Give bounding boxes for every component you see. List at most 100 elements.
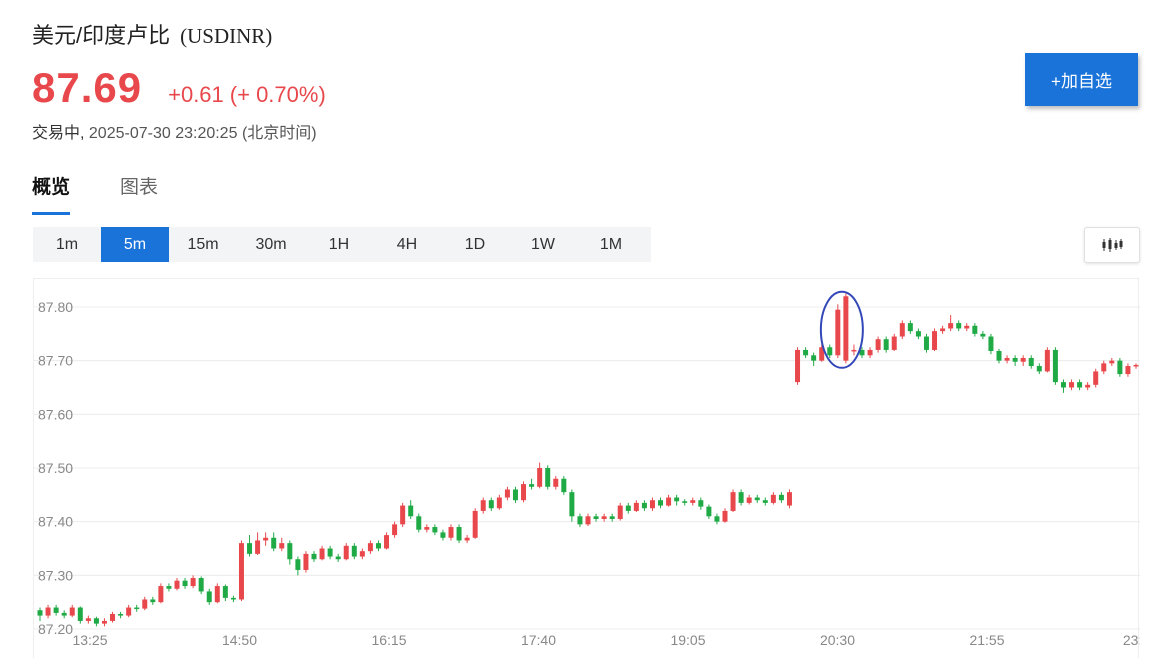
- candle-body: [932, 331, 938, 350]
- candle: [359, 548, 365, 560]
- candlestick-chart[interactable]: 87.80 87.70 87.60 87.50 87.40 87.30 87.20 13:2…: [34, 279, 1140, 659]
- candle-body: [682, 501, 688, 503]
- candle-body: [230, 597, 236, 600]
- candle: [1060, 379, 1066, 393]
- candle-body: [110, 613, 116, 621]
- candle-body: [335, 556, 341, 560]
- candle-body: [1036, 366, 1042, 372]
- candle: [980, 331, 986, 340]
- candle: [448, 524, 454, 541]
- candle: [488, 497, 494, 511]
- candle-body: [255, 540, 261, 554]
- candle: [408, 500, 414, 519]
- candle-body: [537, 468, 543, 487]
- candle-body: [658, 500, 664, 506]
- candle-body: [37, 610, 43, 616]
- candle: [504, 486, 510, 501]
- candle-body: [706, 506, 712, 517]
- candle-body: [996, 351, 1002, 361]
- candle: [158, 583, 164, 604]
- candle-body: [762, 500, 768, 503]
- candle: [472, 508, 478, 539]
- x-axis: 13:25 14:50 16:15 17:40 19:05 20:30 21:55 23:2: [72, 632, 1140, 648]
- candle: [875, 336, 881, 353]
- interval-5m[interactable]: 5m: [101, 227, 169, 262]
- status-text: 交易中,: [32, 125, 85, 142]
- candle: [311, 551, 317, 562]
- candle-body: [311, 553, 317, 560]
- interval-15m[interactable]: 15m: [187, 236, 219, 253]
- candle-body: [521, 484, 527, 501]
- candle: [907, 320, 913, 334]
- candle: [1125, 363, 1131, 377]
- candle-body: [666, 497, 672, 506]
- candle: [658, 497, 664, 509]
- candle: [238, 540, 244, 602]
- candle: [682, 499, 688, 506]
- candle-body: [883, 339, 889, 350]
- candle: [85, 615, 91, 624]
- candle-body: [214, 586, 220, 603]
- candle-body: [319, 548, 325, 560]
- chart-type-button[interactable]: [1084, 227, 1140, 263]
- candle: [303, 551, 309, 573]
- candle-body: [891, 336, 897, 350]
- candle-body: [61, 612, 67, 616]
- candle-body: [174, 580, 180, 589]
- candle-body: [1052, 349, 1058, 383]
- candlestick-icon: [1102, 238, 1123, 252]
- candle-body: [69, 607, 75, 616]
- candle: [843, 293, 849, 364]
- candle-body: [85, 618, 91, 621]
- candle-body: [593, 516, 599, 519]
- tab-overview[interactable]: 概览: [32, 172, 71, 215]
- interval-4h[interactable]: 4H: [396, 236, 418, 253]
- candle-body: [1028, 357, 1034, 367]
- interval-30m[interactable]: 30m: [255, 236, 287, 253]
- candle-body: [1060, 382, 1066, 388]
- tab-chart[interactable]: 图表: [120, 177, 159, 198]
- candle-body: [263, 537, 269, 541]
- candle-body: [375, 543, 381, 549]
- candle-body: [964, 325, 970, 329]
- candle: [166, 583, 172, 592]
- candle-body: [424, 527, 430, 530]
- highlight: [819, 290, 864, 369]
- change-percent: (+ 0.70%): [229, 82, 326, 107]
- candle-body: [835, 309, 841, 356]
- interval-1d[interactable]: 1D: [464, 236, 486, 253]
- candle: [674, 494, 680, 506]
- candle-body: [569, 492, 575, 517]
- candle-body: [553, 478, 559, 487]
- candle: [271, 532, 277, 552]
- candle: [537, 462, 543, 489]
- candle: [77, 606, 83, 624]
- interval-1mo[interactable]: 1M: [599, 236, 623, 253]
- candle-body: [746, 497, 752, 503]
- candle: [1069, 379, 1075, 391]
- candle-body: [714, 516, 720, 522]
- tab-bar: 概览 图表: [32, 172, 208, 215]
- interval-1w[interactable]: 1W: [531, 236, 555, 253]
- candle-body: [182, 580, 188, 587]
- interval-1h[interactable]: 1H: [328, 236, 350, 253]
- price-row: 87.69 +0.61 (+ 0.70%): [32, 64, 326, 112]
- add-watchlist-button[interactable]: +加自选: [1025, 53, 1138, 106]
- timezone: (北京时间): [241, 125, 317, 142]
- candle: [126, 604, 132, 618]
- interval-1m[interactable]: 1m: [55, 236, 79, 253]
- candle: [851, 344, 857, 356]
- x-tick-label: 21:55: [969, 632, 1004, 648]
- candle-body: [432, 527, 438, 533]
- candles: [37, 293, 1139, 627]
- candle: [222, 584, 228, 602]
- candle-body: [456, 527, 462, 541]
- candle: [247, 535, 253, 557]
- candle-body: [980, 333, 986, 337]
- candle-body: [222, 586, 228, 598]
- candle-body: [795, 349, 801, 383]
- price-chart[interactable]: 87.80 87.70 87.60 87.50 87.40 87.30 87.20 13:2…: [33, 278, 1140, 659]
- y-tick-label: 87.40: [38, 514, 73, 530]
- candle: [327, 545, 333, 560]
- candle: [738, 489, 744, 506]
